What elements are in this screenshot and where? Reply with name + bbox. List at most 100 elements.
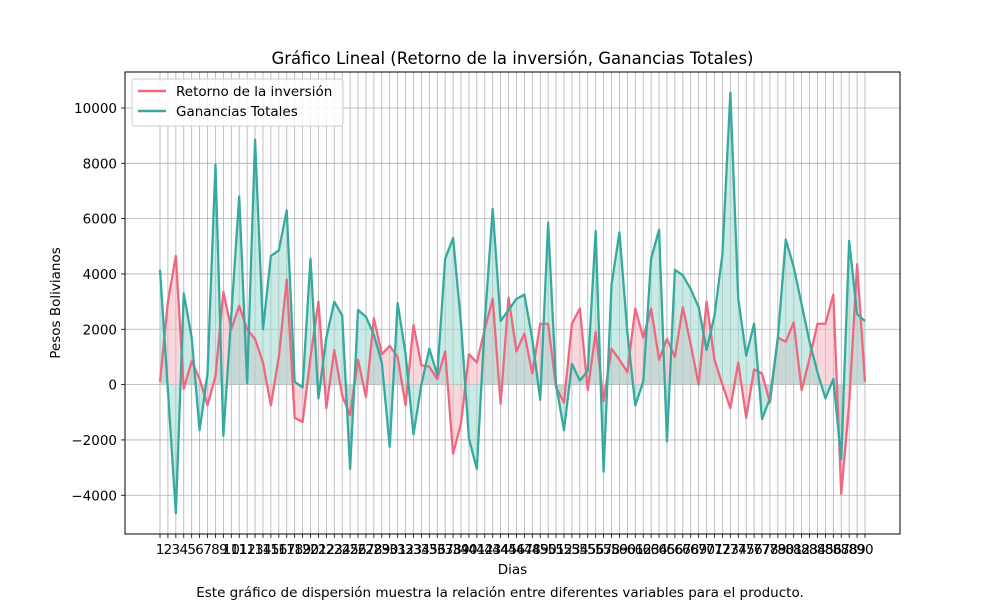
y-tick-label: −2000 xyxy=(71,433,117,449)
x-tick-label: 39 xyxy=(452,542,469,558)
chart-title: Gráfico Lineal (Retorno de la inversión,… xyxy=(271,49,753,68)
x-tick-label: 18 xyxy=(286,542,303,558)
x-tick-label: 47 xyxy=(516,542,533,558)
x-tick-label: 46 xyxy=(508,542,525,558)
x-tick-label: 63 xyxy=(643,542,660,558)
y-tick-label: 8000 xyxy=(83,156,117,172)
x-tick-label: 76 xyxy=(746,542,763,558)
x-tick-label: 8 xyxy=(211,542,220,558)
x-tick-label: 20 xyxy=(302,542,319,558)
x-tick-label: 36 xyxy=(429,542,446,558)
x-tick-label: 56 xyxy=(587,542,604,558)
x-tick-label: 60 xyxy=(619,542,636,558)
y-tick-label: 0 xyxy=(108,378,117,394)
x-tick-label: 34 xyxy=(413,542,430,558)
x-tick-label: 84 xyxy=(809,542,826,558)
series-line-0 xyxy=(158,254,867,496)
x-tick-label: 88 xyxy=(841,542,858,558)
x-tick-label: 65 xyxy=(658,542,675,558)
series-line-1 xyxy=(158,91,866,515)
legend-label-retorno: Retorno de la inversión xyxy=(176,84,332,100)
x-tick-label: 26 xyxy=(349,542,366,558)
plot-frame xyxy=(124,71,901,535)
x-tick-label: 87 xyxy=(833,542,850,558)
x-tick-label: 59 xyxy=(611,542,628,558)
x-tick-label: 61 xyxy=(627,542,644,558)
x-tick-label: 30 xyxy=(381,542,398,558)
x-tick-label: 15 xyxy=(262,542,279,558)
x-axis-ticks: 1 2 3 4 5 6 7 8 91011121314151617181920212223242… xyxy=(156,534,874,558)
x-tick-label: 44 xyxy=(492,542,509,558)
x-tick-label: 51 xyxy=(547,542,564,558)
x-tick-label: 28 xyxy=(365,542,382,558)
x-tick-label: 2 xyxy=(164,542,173,558)
x-tick-label: 33 xyxy=(405,542,422,558)
x-tick-label: 74 xyxy=(730,542,747,558)
x-tick-label: 72 xyxy=(714,542,731,558)
x-tick-label: 89 xyxy=(848,542,865,558)
x-tick-label: 64 xyxy=(650,542,667,558)
x-tick-label: 70 xyxy=(698,542,715,558)
x-tick-label: 45 xyxy=(500,542,517,558)
x-tick-label: 57 xyxy=(595,542,612,558)
x-tick-label: 52 xyxy=(555,542,572,558)
y-axis-title: Pesos Bolivianos xyxy=(48,247,64,358)
y-tick-label: 10000 xyxy=(74,101,117,117)
x-tick-label: 49 xyxy=(532,542,549,558)
x-tick-label: 86 xyxy=(825,542,842,558)
x-tick-label: 40 xyxy=(460,542,477,558)
series-area-1 xyxy=(160,92,865,514)
x-tick-label: 71 xyxy=(706,542,723,558)
x-tick-label: 14 xyxy=(254,542,271,558)
x-tick-label: 22 xyxy=(318,542,335,558)
legend: Retorno de la inversión Ganancias Totale… xyxy=(131,78,344,127)
x-tick-label: 25 xyxy=(342,542,359,558)
x-tick-label: 42 xyxy=(476,542,493,558)
x-tick-label: 43 xyxy=(484,542,501,558)
x-tick-label: 38 xyxy=(444,542,461,558)
x-tick-label: 54 xyxy=(571,542,588,558)
x-tick-label: 35 xyxy=(421,542,438,558)
x-tick-label: 75 xyxy=(738,542,755,558)
x-tick-label: 67 xyxy=(674,542,691,558)
y-tick-label: 6000 xyxy=(83,212,117,228)
x-tick-label: 78 xyxy=(761,542,778,558)
legend-label-ganancias: Ganancias Totales xyxy=(176,104,298,120)
x-tick-label: 48 xyxy=(524,542,541,558)
legend-box xyxy=(131,78,344,127)
y-tick-label: 2000 xyxy=(83,322,117,338)
x-tick-label: 81 xyxy=(785,542,802,558)
x-tick-label: 16 xyxy=(270,542,287,558)
x-axis-title: Dias xyxy=(498,562,527,578)
x-tick-label: 17 xyxy=(278,542,295,558)
x-tick-label: 58 xyxy=(603,542,620,558)
x-tick-label: 3 xyxy=(172,542,181,558)
x-tick-label: 13 xyxy=(246,542,263,558)
x-tick-label: 80 xyxy=(777,542,794,558)
x-tick-label: 24 xyxy=(334,542,351,558)
x-tick-label: 55 xyxy=(579,542,596,558)
y-axis-ticks: −4000 −2000 0 2000 4000 6000 8000 10000 xyxy=(71,101,125,504)
area-fills xyxy=(160,92,865,514)
x-tick-label: 73 xyxy=(722,542,739,558)
x-tick-label: 41 xyxy=(468,542,485,558)
x-tick-label: 4 xyxy=(179,542,188,558)
x-tick-label: 21 xyxy=(310,542,327,558)
x-tick-label: 1 xyxy=(156,542,165,558)
x-tick-label: 32 xyxy=(397,542,414,558)
x-tick-label: 83 xyxy=(801,542,818,558)
x-tick-label: 90 xyxy=(856,542,873,558)
series-lines xyxy=(158,91,867,515)
x-tick-label: 6 xyxy=(195,542,204,558)
x-tick-label: 77 xyxy=(753,542,770,558)
y-tick-label: 4000 xyxy=(83,267,117,283)
x-tick-label: 27 xyxy=(357,542,374,558)
x-tick-label: 69 xyxy=(690,542,707,558)
x-tick-label: 10 xyxy=(223,542,240,558)
x-tick-label: 5 xyxy=(187,542,196,558)
chart-caption: Este gráfico de dispersión muestra la re… xyxy=(196,585,804,600)
y-tick-label: −4000 xyxy=(71,488,117,504)
x-tick-label: 31 xyxy=(389,542,406,558)
x-tick-label: 29 xyxy=(373,542,390,558)
x-tick-label: 19 xyxy=(294,542,311,558)
